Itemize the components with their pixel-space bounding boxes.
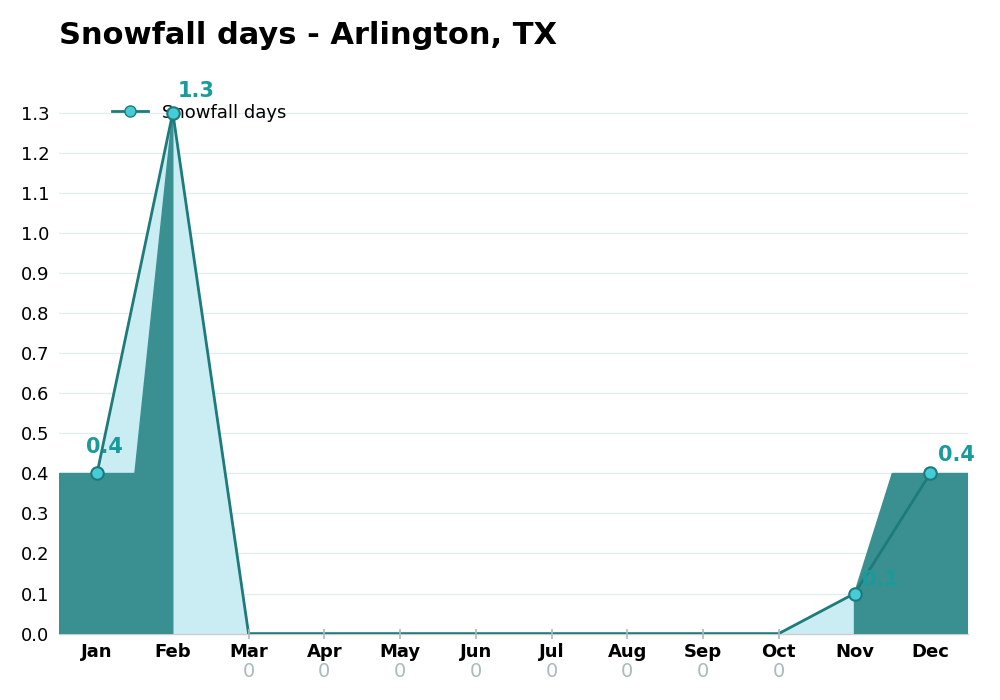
Text: 0.4: 0.4 bbox=[938, 445, 975, 466]
Polygon shape bbox=[892, 473, 968, 634]
Text: 0: 0 bbox=[470, 662, 482, 680]
Text: 0: 0 bbox=[773, 662, 785, 680]
Legend: Snowfall days: Snowfall days bbox=[105, 97, 294, 129]
Text: 0: 0 bbox=[697, 662, 709, 680]
Text: 0: 0 bbox=[318, 662, 330, 680]
Text: 0.4: 0.4 bbox=[86, 438, 123, 457]
Text: 0.1: 0.1 bbox=[862, 570, 899, 589]
Text: 0: 0 bbox=[545, 662, 558, 680]
Text: 1.3: 1.3 bbox=[178, 80, 215, 101]
Text: Snowfall days - Arlington, TX: Snowfall days - Arlington, TX bbox=[59, 21, 557, 50]
Text: 0: 0 bbox=[394, 662, 406, 680]
Polygon shape bbox=[59, 473, 135, 634]
Text: 0: 0 bbox=[242, 662, 255, 680]
Polygon shape bbox=[135, 113, 173, 634]
Text: 0: 0 bbox=[621, 662, 633, 680]
Polygon shape bbox=[855, 473, 892, 634]
